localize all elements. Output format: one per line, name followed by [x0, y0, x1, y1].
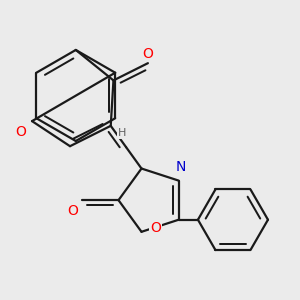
Text: N: N	[175, 160, 186, 175]
Text: O: O	[142, 47, 153, 61]
Text: H: H	[118, 128, 126, 138]
Text: O: O	[150, 221, 161, 235]
Text: O: O	[68, 204, 78, 218]
Text: O: O	[15, 124, 26, 139]
